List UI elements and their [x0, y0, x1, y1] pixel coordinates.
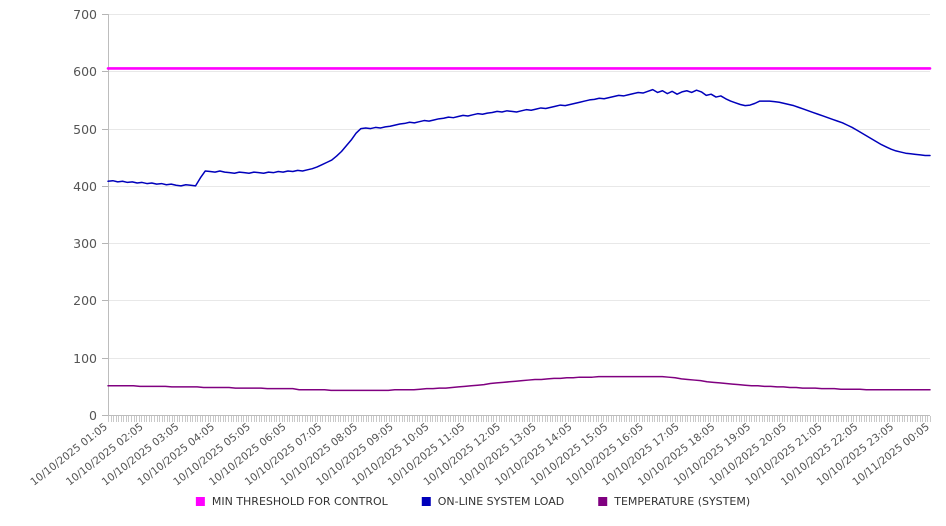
- y-axis-tick-label: 100: [73, 351, 97, 366]
- series-line-1: [107, 88, 931, 187]
- series-layer: [106, 67, 932, 392]
- y-axis-tick-label: 600: [73, 64, 97, 79]
- grid-layer: [108, 14, 930, 359]
- y-axis-tick-label: 400: [73, 179, 97, 194]
- y-axis-tick-label: 200: [73, 293, 97, 308]
- y-axis-tick-label: 0: [89, 408, 97, 423]
- legend-swatch: [421, 497, 431, 506]
- chart-legend: MIN THRESHOLD FOR CONTROL ON-LINE SYSTEM …: [195, 495, 750, 508]
- axis-layer: [102, 14, 931, 422]
- legend-swatch: [195, 497, 205, 506]
- y-axis-tick-label: 700: [73, 7, 97, 22]
- legend-item[interactable]: TEMPERATURE (SYSTEM): [598, 495, 750, 508]
- legend-swatch: [598, 497, 608, 506]
- legend-item[interactable]: MIN THRESHOLD FOR CONTROL: [195, 495, 389, 508]
- y-axis-tick-label: 300: [73, 236, 97, 251]
- legend-label: TEMPERATURE (SYSTEM): [613, 495, 750, 508]
- legend-label: MIN THRESHOLD FOR CONTROL: [212, 495, 389, 508]
- legend-item[interactable]: ON-LINE SYSTEM LOAD: [421, 495, 564, 508]
- y-axis-tick-labels: 0 100 200 300 400 500 600 700: [73, 7, 97, 423]
- y-axis-tick-label: 500: [73, 122, 97, 137]
- legend-label: ON-LINE SYSTEM LOAD: [438, 495, 564, 508]
- series-line-2: [107, 375, 931, 392]
